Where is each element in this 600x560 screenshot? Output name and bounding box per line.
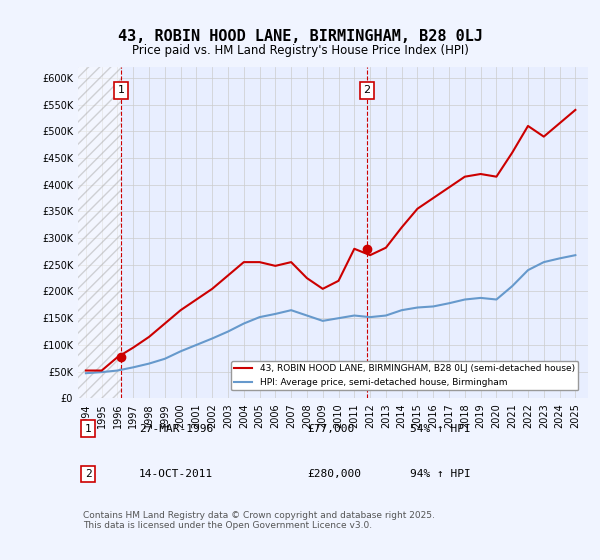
Text: Price paid vs. HM Land Registry's House Price Index (HPI): Price paid vs. HM Land Registry's House … [131,44,469,57]
Text: 14-OCT-2011: 14-OCT-2011 [139,469,214,479]
Bar [78,67,121,398]
Text: 43, ROBIN HOOD LANE, BIRMINGHAM, B28 0LJ: 43, ROBIN HOOD LANE, BIRMINGHAM, B28 0LJ [118,29,482,44]
Text: 27-MAR-1996: 27-MAR-1996 [139,424,214,433]
Text: 2: 2 [85,469,92,479]
Text: 2: 2 [363,85,370,95]
Legend: 43, ROBIN HOOD LANE, BIRMINGHAM, B28 0LJ (semi-detached house), HPI: Average pri: 43, ROBIN HOOD LANE, BIRMINGHAM, B28 0LJ… [231,361,578,390]
Text: £280,000: £280,000 [308,469,361,479]
Text: 1: 1 [85,424,92,433]
Text: 1: 1 [118,85,125,95]
Text: 54% ↑ HPI: 54% ↑ HPI [409,424,470,433]
Text: 94% ↑ HPI: 94% ↑ HPI [409,469,470,479]
Text: Contains HM Land Registry data © Crown copyright and database right 2025.
This d: Contains HM Land Registry data © Crown c… [83,511,435,530]
Text: £77,000: £77,000 [308,424,355,433]
